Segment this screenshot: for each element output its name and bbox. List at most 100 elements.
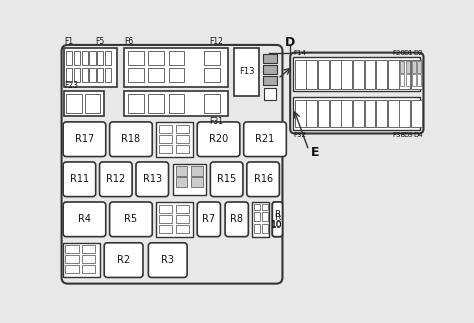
Bar xyxy=(175,145,189,153)
Bar xyxy=(82,265,95,273)
Bar xyxy=(330,99,341,127)
Text: F31: F31 xyxy=(209,117,223,126)
Bar xyxy=(175,225,189,233)
FancyBboxPatch shape xyxy=(63,122,106,157)
Text: R11: R11 xyxy=(70,174,89,184)
FancyBboxPatch shape xyxy=(109,122,152,157)
Text: R13: R13 xyxy=(143,174,162,184)
Bar xyxy=(66,94,82,113)
Bar xyxy=(175,177,187,187)
FancyBboxPatch shape xyxy=(136,162,169,197)
Bar xyxy=(124,91,228,116)
Text: D: D xyxy=(285,36,295,49)
Bar xyxy=(252,202,269,237)
Text: F1: F1 xyxy=(64,37,74,47)
Bar xyxy=(411,59,422,89)
Text: F23: F23 xyxy=(64,80,78,89)
Bar xyxy=(295,59,306,89)
Text: R20: R20 xyxy=(209,134,228,144)
Text: F12: F12 xyxy=(209,37,223,47)
Text: D2: D2 xyxy=(413,50,423,56)
Bar xyxy=(293,57,420,91)
FancyBboxPatch shape xyxy=(100,162,132,197)
Bar xyxy=(388,99,399,127)
Text: F13: F13 xyxy=(239,68,254,76)
FancyBboxPatch shape xyxy=(63,162,96,197)
Text: R12: R12 xyxy=(106,174,126,184)
Text: D3: D3 xyxy=(403,132,413,138)
Bar xyxy=(173,163,206,195)
Bar xyxy=(74,68,80,82)
Bar xyxy=(204,51,219,65)
FancyBboxPatch shape xyxy=(63,202,106,237)
Bar xyxy=(65,245,79,253)
Bar xyxy=(400,74,404,86)
Bar xyxy=(74,51,80,65)
Bar xyxy=(105,68,111,82)
Bar xyxy=(191,177,202,187)
Bar xyxy=(307,99,317,127)
Bar xyxy=(175,205,189,213)
Text: D4: D4 xyxy=(413,132,423,138)
Text: R4: R4 xyxy=(78,214,91,224)
Text: D1: D1 xyxy=(403,50,413,56)
Bar xyxy=(330,59,341,89)
Text: R16: R16 xyxy=(254,174,273,184)
FancyBboxPatch shape xyxy=(197,122,240,157)
Bar xyxy=(64,48,117,87)
Bar xyxy=(175,166,187,176)
Bar xyxy=(148,94,164,113)
Bar xyxy=(234,48,259,96)
Bar xyxy=(159,145,173,153)
Bar xyxy=(169,51,184,65)
FancyBboxPatch shape xyxy=(273,202,282,237)
Bar xyxy=(128,51,144,65)
Bar xyxy=(175,125,189,133)
Bar xyxy=(82,245,95,253)
Bar xyxy=(128,68,144,82)
Bar xyxy=(175,215,189,223)
Bar xyxy=(82,68,88,82)
Bar xyxy=(124,48,228,87)
Bar xyxy=(159,215,173,223)
Bar xyxy=(400,61,404,73)
Bar xyxy=(169,68,184,82)
Bar xyxy=(97,51,103,65)
Text: R
10: R 10 xyxy=(271,210,283,229)
Bar xyxy=(353,99,364,127)
Text: R7: R7 xyxy=(202,214,215,224)
Text: R18: R18 xyxy=(121,134,140,144)
Bar xyxy=(376,59,387,89)
Bar xyxy=(417,74,421,86)
Bar xyxy=(105,51,111,65)
Bar xyxy=(365,99,375,127)
FancyBboxPatch shape xyxy=(290,53,423,133)
Text: R15: R15 xyxy=(217,174,236,184)
Bar xyxy=(128,94,144,113)
Bar xyxy=(263,65,277,74)
Bar xyxy=(295,99,306,127)
Text: R21: R21 xyxy=(255,134,274,144)
Bar xyxy=(85,94,100,113)
Bar xyxy=(156,202,192,237)
FancyBboxPatch shape xyxy=(273,202,283,237)
Bar xyxy=(388,59,399,89)
Bar xyxy=(318,99,329,127)
Text: F32: F32 xyxy=(293,132,306,138)
Bar xyxy=(90,51,96,65)
Bar xyxy=(159,125,173,133)
Bar xyxy=(66,68,73,82)
FancyBboxPatch shape xyxy=(210,162,243,197)
Bar xyxy=(262,212,268,221)
Bar xyxy=(82,255,95,263)
Text: E: E xyxy=(311,146,319,159)
Bar xyxy=(400,99,410,127)
Text: 10: 10 xyxy=(271,221,283,230)
Text: F6: F6 xyxy=(124,37,134,47)
Bar xyxy=(400,59,410,89)
Text: F38: F38 xyxy=(392,132,405,138)
Bar xyxy=(412,74,416,86)
Bar xyxy=(417,61,421,73)
Bar xyxy=(191,166,202,176)
Text: R5: R5 xyxy=(124,214,137,224)
